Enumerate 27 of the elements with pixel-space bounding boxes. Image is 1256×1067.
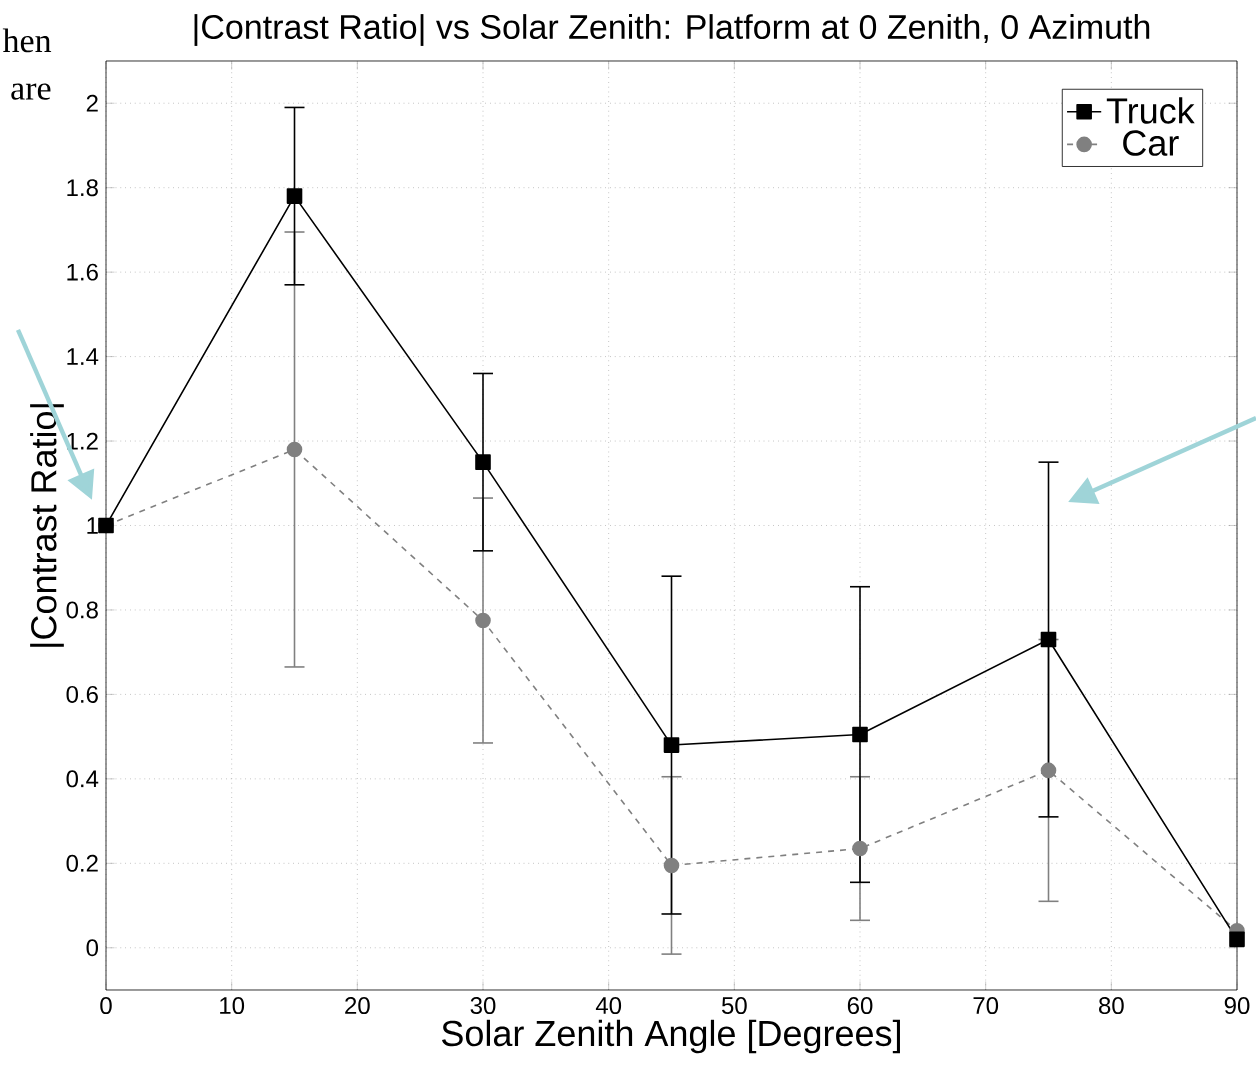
y-tick-label: 2 — [86, 94, 98, 112]
x-tick-label: 60 — [847, 997, 873, 1015]
x-tick-label: 30 — [470, 997, 496, 1015]
legend-label: Car — [1123, 130, 1179, 156]
y-tick-label: 1.8 — [67, 179, 98, 197]
x-tick-label: 40 — [595, 997, 622, 1015]
x-tick-label: 90 — [1224, 997, 1250, 1015]
text: hen — [2, 28, 52, 53]
y-tick-label: 1.6 — [67, 263, 98, 281]
x-tick-label: 50 — [721, 997, 747, 1015]
y-tick-label: 0.2 — [66, 854, 98, 872]
y-tick-label: 1 — [87, 517, 98, 534]
legend-label: Truck — [1106, 97, 1195, 124]
y-tick-label: 0.6 — [66, 685, 98, 703]
x-tick-label: 80 — [1099, 997, 1124, 1015]
y-tick-label: 0 — [86, 939, 99, 957]
x-tick-label: 10 — [220, 997, 245, 1015]
x-tick-label: 0 — [100, 997, 112, 1015]
text: are — [11, 83, 51, 100]
chart-title: |Contrast Ratio| vs Solar Zenith: Platform at 0 Zenith, 0 Azimuth — [194, 14, 1150, 46]
x-tick-label: 70 — [973, 997, 999, 1015]
y-axis-title: |Contrast Ratio| — [30, 404, 64, 647]
x-tick-label: 20 — [345, 997, 370, 1015]
y-tick-label: 1.4 — [67, 348, 99, 365]
y-tick-label: 0.4 — [66, 770, 99, 788]
x-axis-title: Solar Zenith Angle [Degrees] — [442, 1019, 900, 1054]
y-tick-label: 0.8 — [66, 601, 98, 619]
